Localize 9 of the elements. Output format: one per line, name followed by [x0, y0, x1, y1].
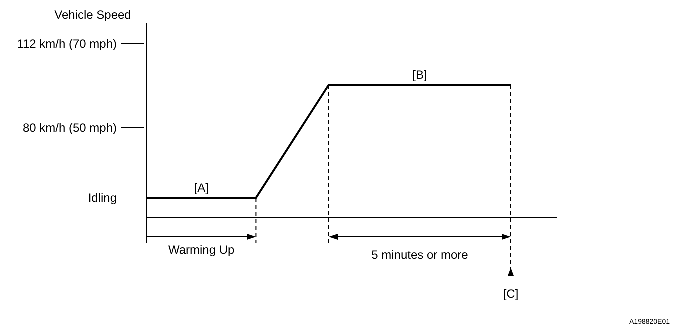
text: Vehicle Speed — [54, 8, 132, 22]
text: 112 km/h (70 mph) — [17, 37, 117, 51]
text: Warming Up — [168, 243, 236, 257]
text: 5 minutes or more — [372, 248, 469, 262]
text: 80 km/h (50 mph) — [22, 121, 117, 135]
annotation: [A] — [194, 181, 209, 196]
text: [B] — [412, 68, 428, 82]
text: Idling — [88, 191, 117, 206]
text: [C] — [503, 287, 519, 301]
